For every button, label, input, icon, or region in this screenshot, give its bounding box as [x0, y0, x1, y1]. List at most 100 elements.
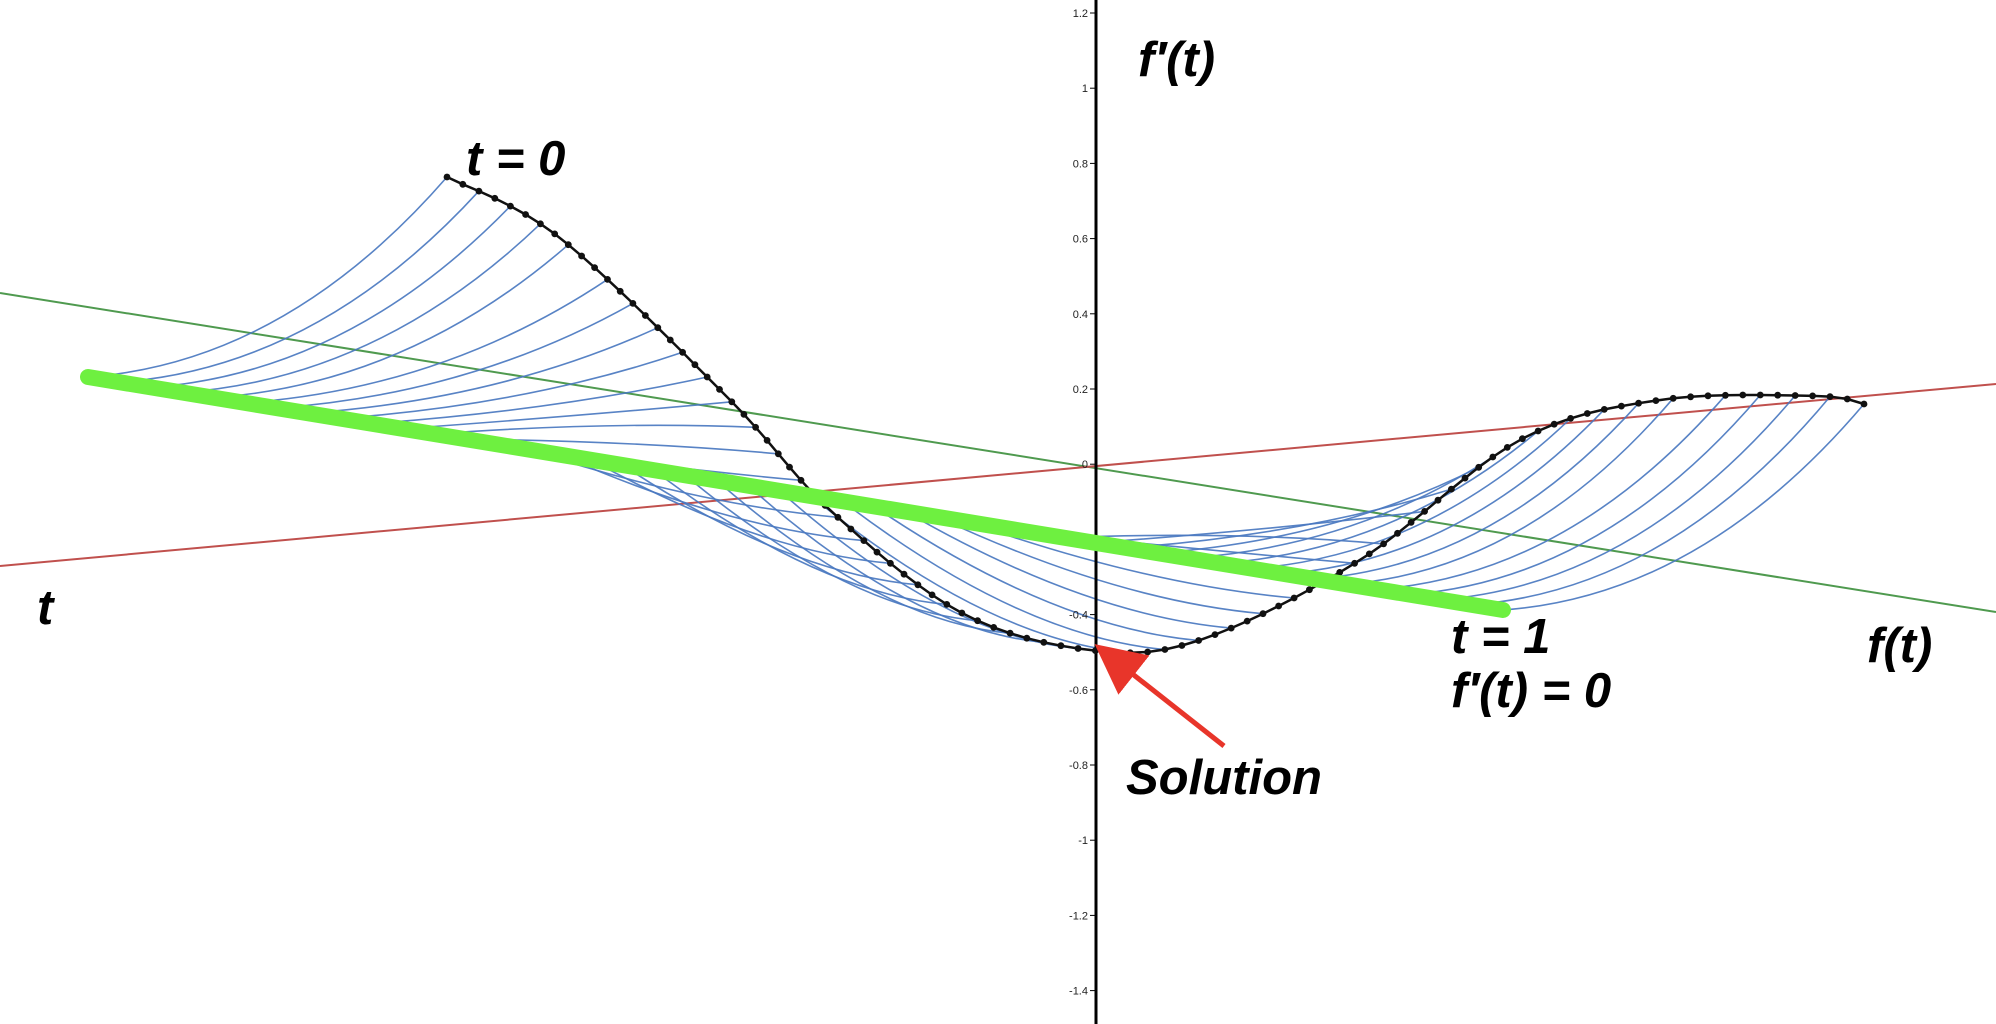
- trajectory-line: [1471, 396, 1831, 606]
- endpoint-dot: [1178, 642, 1186, 649]
- t0-label: t = 0: [466, 132, 565, 186]
- annotations: f′(t) f(t) t t = 0 t = 1 f′(t) = 0 Solut…: [37, 33, 1932, 805]
- y-tick-label: 0.4: [1073, 309, 1088, 321]
- endpoint-dot: [1040, 638, 1048, 646]
- endpoint-dot: [564, 241, 572, 249]
- endpoint-dot: [1211, 631, 1219, 638]
- endpoint-dot: [847, 525, 855, 533]
- endpoint-dot: [860, 537, 868, 544]
- trajectory-line: [810, 495, 1131, 654]
- highlight: [80, 369, 1511, 618]
- endpoint-dot: [914, 581, 922, 589]
- y-tick-label: -0.4: [1069, 610, 1088, 622]
- endpoint-dot: [703, 373, 711, 381]
- endpoint-dot: [774, 450, 782, 458]
- endpoint-dot: [1074, 645, 1082, 652]
- trajectory-line: [119, 190, 480, 383]
- trajectory-line: [590, 459, 891, 565]
- endpoint-dot: [1336, 569, 1344, 576]
- trajectory-line: [150, 205, 511, 389]
- endpoint-dot: [928, 591, 936, 599]
- trajectory-line: [1282, 408, 1605, 575]
- endpoint-dot: [591, 264, 598, 271]
- trajectory-line: [1314, 402, 1640, 580]
- endpoint-dot: [900, 570, 908, 578]
- trajectory-line: [370, 376, 708, 425]
- endpoint-dot: [1756, 391, 1764, 399]
- endpoint-dot: [1489, 453, 1497, 461]
- endpoint-dot: [679, 348, 686, 356]
- t-axis-title: t: [37, 581, 55, 635]
- trajectory-line: [1219, 430, 1539, 565]
- trajectory-line: [905, 510, 1232, 629]
- endpoint-dot: [1583, 410, 1591, 417]
- endpoint-dot: [1057, 642, 1065, 650]
- endpoint-dot: [654, 324, 662, 332]
- endpoint-dot: [797, 476, 805, 484]
- endpoint-dot: [1860, 400, 1868, 408]
- endpoint-dot: [728, 398, 736, 406]
- arrow-icon: [1094, 644, 1226, 748]
- y-axis-ticks: 1.210.80.60.40.20-0.2-0.4-0.6-0.8-1-1.2-…: [1069, 8, 1096, 998]
- endpoint-dot: [616, 287, 624, 295]
- trajectory-line: [308, 326, 659, 414]
- endpoint-dot: [1503, 444, 1511, 451]
- endpoint-dot: [1600, 406, 1608, 413]
- trajectory-line: [1502, 403, 1865, 611]
- endpoint-dot: [1421, 508, 1428, 515]
- endpoint-dot: [1635, 399, 1642, 407]
- trajectory-line: [747, 485, 1044, 644]
- endpoint-dot: [1669, 394, 1677, 402]
- t1-condition-label: f′(t) = 0: [1451, 664, 1611, 718]
- y-tick-label: 1.2: [1073, 8, 1088, 20]
- trajectory-line: [402, 401, 732, 430]
- endpoint-dot: [1809, 392, 1816, 400]
- endpoint-dot: [1652, 397, 1660, 404]
- endpoint-dot: [786, 463, 793, 471]
- endpoint-dot: [763, 437, 771, 444]
- trajectory-line: [213, 244, 569, 399]
- trajectory-line: [1345, 397, 1674, 585]
- x-axis-title: f(t): [1867, 619, 1932, 673]
- endpoint-dot: [666, 336, 674, 344]
- endpoint-dot: [1380, 540, 1387, 548]
- endpoint-dot: [537, 220, 544, 228]
- endpoint-dot: [716, 386, 723, 393]
- endpoint-dot: [740, 411, 748, 418]
- y-tick-label: 0.2: [1073, 384, 1088, 396]
- y-tick-label: -1.2: [1069, 910, 1088, 922]
- trajectory-line: [873, 505, 1199, 642]
- endpoint-dot: [1434, 496, 1442, 504]
- y-tick-label: -0.6: [1069, 685, 1088, 697]
- endpoint-dot: [1722, 391, 1729, 399]
- background-lines: [0, 292, 1996, 613]
- trajectory-line: [653, 469, 947, 606]
- endpoint-dot: [1259, 610, 1267, 618]
- endpoint-dot: [475, 187, 483, 195]
- endpoint-dot: [1687, 393, 1694, 401]
- trajectory-line: [936, 516, 1264, 615]
- trajectory-family: [87, 176, 1865, 654]
- endpoint-dot: [1567, 415, 1574, 422]
- endpoint-dot: [1826, 393, 1834, 400]
- y-tick-label: -1.4: [1069, 986, 1088, 998]
- endpoint-dot: [629, 300, 637, 307]
- endpoint-dot: [752, 423, 759, 431]
- endpoint-dot: [1704, 392, 1712, 400]
- endpoint-dot: [1290, 594, 1298, 602]
- endpoint-dot: [578, 252, 585, 260]
- endpoint-dot: [1144, 648, 1151, 656]
- endpoint-dot: [1534, 427, 1542, 435]
- trajectory-line: [1062, 534, 1384, 545]
- endpoint-dot: [974, 617, 981, 625]
- endpoint-dot: [491, 194, 499, 202]
- endpoint-dot: [691, 361, 699, 369]
- trajectory-line: [1157, 466, 1480, 554]
- endpoint-dot: [1023, 634, 1031, 642]
- endpoint-dot: [551, 230, 559, 238]
- endpoint-dot: [887, 559, 894, 567]
- y-tick-label: -1: [1078, 835, 1088, 847]
- endpoint-dot: [1407, 519, 1415, 526]
